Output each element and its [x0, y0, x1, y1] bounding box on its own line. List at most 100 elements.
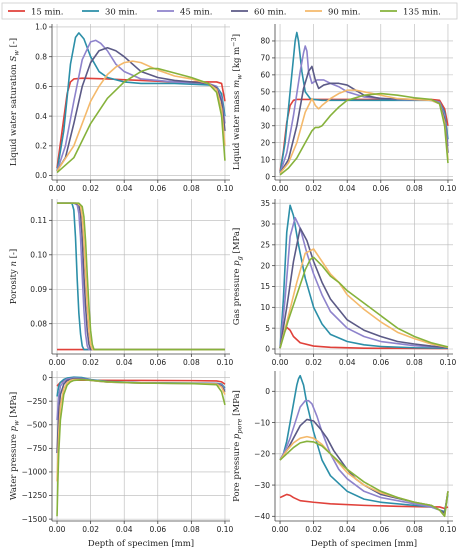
- x-tick-label-1: 0.02: [305, 358, 322, 367]
- series-line-gaspressure-2: [279, 216, 449, 349]
- y-axis-label-watermass: Liquid water mass mw [kg m−3]: [230, 34, 244, 170]
- x-tick-label-3: 0.06: [149, 525, 166, 534]
- x-axis-label-waterpressure: Depth of specimen [mm]: [88, 539, 194, 549]
- y-tick-label-0: 0: [265, 345, 270, 354]
- series-line-gaspressure-5: [279, 256, 449, 349]
- y-tick-label-2: −500: [26, 420, 47, 429]
- y-tick-label-1: −10: [254, 418, 270, 427]
- y-tick-label-1: 10: [260, 155, 270, 164]
- y-tick-label-4: 20: [260, 261, 270, 270]
- x-tick-label-5: 0.10: [217, 525, 234, 534]
- series-line-porepressure-2: [279, 399, 449, 514]
- x-tick-label-5: 0.10: [440, 358, 457, 367]
- y-label-symbol: p: [232, 260, 242, 266]
- y-tick-label-5: 25: [260, 241, 270, 250]
- y-tick-label-1: 5: [265, 324, 270, 333]
- y-tick-label-7: 35: [260, 199, 270, 208]
- y-label-main: Water pressure: [9, 431, 19, 500]
- y-tick-label-6: −1500: [22, 515, 48, 524]
- chart-panels: 0.00 0.02 0.04 0.06 0.08 0.10 0.0 0.2 0.4 0.6 0.8 1…: [9, 23, 457, 549]
- y-label-tail: [MPa]: [232, 390, 242, 418]
- series-line-watermass-1: [279, 31, 449, 174]
- chart-gaspressure: 0.00 0.02 0.04 0.06 0.08 0.10 0 5 10 15 20 25 30 35 Ga…: [232, 199, 457, 367]
- series-line-watermass-0: [279, 98, 449, 172]
- series-line-watermass-2: [279, 45, 449, 174]
- x-tick-label-4: 0.08: [406, 525, 423, 534]
- y-label-tail: [MPa]: [9, 392, 19, 420]
- y-label-symbol: S: [9, 56, 19, 62]
- x-tick-label-3: 0.06: [372, 184, 389, 193]
- series-line-waterpressure-5: [56, 378, 226, 517]
- series-line-saturation-5: [56, 67, 226, 174]
- x-tick-label-4: 0.08: [183, 184, 200, 193]
- y-axis-label-porepressure: Pore pressure ppore [MPa]: [232, 390, 244, 502]
- y-label-tail: [-]: [9, 249, 19, 261]
- series-line-porosity-5: [57, 202, 225, 351]
- y-tick-label-7: 70: [260, 54, 270, 63]
- chart-saturation: 0.00 0.02 0.04 0.06 0.08 0.10 0.0 0.2 0.4 0.6 0.8 1…: [9, 23, 234, 193]
- x-tick-label-3: 0.06: [149, 184, 166, 193]
- series-line-porepressure-5: [279, 440, 449, 518]
- y-tick-label-2: 20: [260, 138, 270, 147]
- y-tick-label-3: 0.11: [30, 216, 47, 225]
- y-label-subscript: pore: [236, 418, 244, 433]
- y-axis-label-waterpressure: Water pressure pw [MPa]: [9, 392, 21, 500]
- legend-label-3: 60 min.: [254, 8, 286, 18]
- y-tick-label-4: 40: [260, 104, 270, 113]
- series-line-gaspressure-4: [279, 248, 449, 349]
- chart-waterpressure: 0.00 0.02 0.04 0.06 0.08 0.10 0 −250 −500 −750 −10…: [9, 371, 234, 549]
- y-label-symbol: p: [232, 433, 242, 439]
- x-tick-label-2: 0.04: [116, 358, 133, 367]
- y-label-main: Liquid water mass: [232, 88, 242, 170]
- y-label-symbol: n: [9, 261, 19, 266]
- y-tick-label-5: 50: [260, 88, 270, 97]
- x-tick-label-2: 0.04: [339, 525, 356, 534]
- y-label-main: Gas pressure: [232, 266, 242, 325]
- y-axis-label-gaspressure: Gas pressure pg [MPa]: [232, 228, 244, 326]
- x-tick-label-2: 0.04: [116, 184, 133, 193]
- x-tick-label-1: 0.02: [305, 184, 322, 193]
- series-line-saturation-4: [56, 60, 226, 172]
- legend-label-4: 90 min.: [328, 8, 360, 18]
- y-tick-label-0: 0.0: [35, 171, 47, 180]
- y-tick-label-3: 15: [260, 282, 270, 291]
- y-tick-label-5: −1250: [22, 491, 48, 500]
- series-line-waterpressure-3: [56, 377, 226, 454]
- legend-label-2: 45 min.: [180, 8, 212, 18]
- x-tick-label-5: 0.10: [440, 525, 457, 534]
- y-label-symbol: p: [9, 425, 19, 431]
- y-label-tail: [kg m: [232, 47, 242, 74]
- y-label-subscript: g: [236, 256, 244, 260]
- y-tick-label-1: 0.09: [30, 285, 47, 294]
- series-line-watermass-3: [279, 65, 449, 174]
- x-axis-label-porepressure: Depth of specimen [mm]: [311, 539, 417, 549]
- y-tick-label-2: 10: [260, 303, 270, 312]
- y-tick-label-6: 60: [260, 71, 270, 80]
- y-label-tail: [-]: [9, 38, 19, 50]
- legend: 15 min. 30 min. 45 min. 60 min. 90 min. 135 m…: [1, 2, 458, 20]
- x-tick-label-5: 0.10: [440, 184, 457, 193]
- x-tick-label-4: 0.08: [183, 358, 200, 367]
- y-tick-label-5: 1.0: [35, 23, 47, 32]
- y-tick-label-3: −750: [26, 444, 47, 453]
- y-label-main: Porosity: [9, 267, 19, 305]
- series-line-watermass-4: [279, 89, 449, 174]
- x-tick-label-1: 0.02: [82, 184, 99, 193]
- x-tick-label-3: 0.06: [372, 358, 389, 367]
- y-tick-label-0: 0: [265, 387, 270, 396]
- x-tick-label-1: 0.02: [305, 525, 322, 534]
- x-tick-label-0: 0.00: [49, 358, 66, 367]
- chart-porepressure: 0.00 0.02 0.04 0.06 0.08 0.10 0 −10 −20 −30 −40 Por…: [232, 371, 457, 549]
- y-label-superscript: −3: [230, 37, 238, 47]
- y-tick-label-4: 0.8: [35, 52, 47, 61]
- y-tick-label-3: 0.6: [35, 82, 47, 91]
- series-line-gaspressure-3: [279, 227, 449, 349]
- y-label-subscript: w: [13, 420, 21, 426]
- x-tick-label-3: 0.06: [149, 358, 166, 367]
- y-label-close: ]: [232, 34, 242, 37]
- y-label-main: Liquid water saturation: [9, 62, 19, 167]
- series-line-waterpressure-4: [56, 378, 226, 482]
- y-tick-label-0: 0.08: [30, 319, 47, 328]
- series-line-saturation-2: [56, 39, 226, 172]
